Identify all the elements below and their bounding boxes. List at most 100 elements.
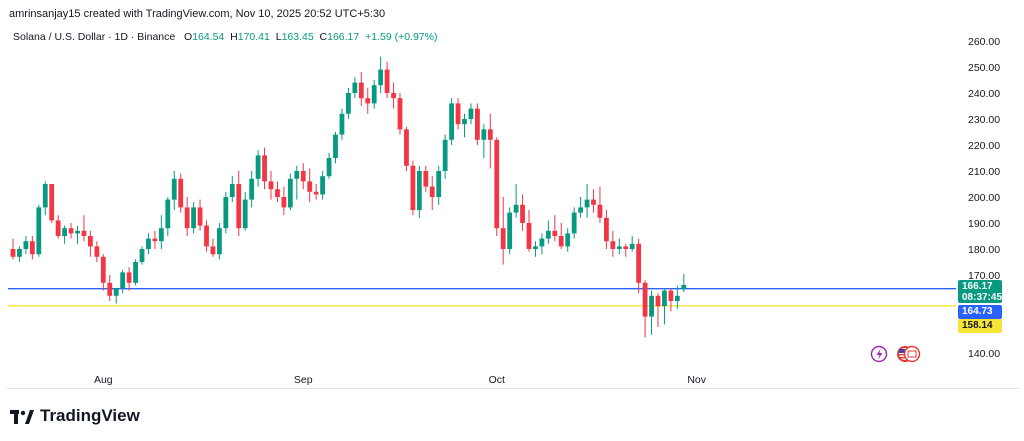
candle-body [378,69,384,86]
candle-body [533,246,538,249]
candle-body [23,241,29,249]
close-label: C [319,31,328,43]
candle-body [371,85,377,104]
candle-body [62,228,67,236]
candle-body [42,184,48,208]
calendar-icon[interactable] [903,345,921,363]
candle-body [423,171,429,187]
candle-body [236,184,242,229]
candle-body [507,212,513,249]
candle-body [281,197,287,208]
candle-body [326,158,332,177]
brand-name: TradingView [40,406,140,425]
candle-body [158,228,164,242]
candle-body [449,103,454,140]
candle-body [139,249,145,262]
y-tick-label: 180.00 [968,244,1000,256]
candle-body [204,225,209,247]
candle-body [120,272,126,288]
y-tick-label: 250.00 [968,62,1000,74]
y-tick-label: 260.00 [968,36,1000,48]
time-axis: Aug Sep Oct Nov [94,374,707,386]
candle-body [668,290,674,301]
x-tick-label: Nov [687,374,706,386]
candle-body [36,207,42,255]
candle-body [462,119,467,125]
y-tick-label: 190.00 [968,218,1000,230]
candle-body [171,178,177,200]
candle-body [339,113,345,135]
candle-body [126,272,132,283]
x-tick-label: Aug [94,374,113,386]
y-tick-label: 220.00 [968,140,1000,152]
candle-body [88,236,93,247]
created-line: amrinsanjay15 created with TradingView.c… [9,8,386,20]
price-axis: 140.00 170.00 180.00 190.00 200.00 210.00 220.… [968,36,1000,360]
candle-body [320,176,325,195]
candle-body [346,93,351,114]
x-tick-label: Oct [489,374,505,386]
candle-body [242,199,248,229]
candle-body [629,243,635,249]
candle-body [249,178,255,200]
candle-body [655,295,661,307]
candle-body [642,282,648,317]
candle-body [404,129,409,166]
candle-body [397,98,403,130]
open-value: 164.54 [192,31,225,43]
candle-body [49,184,55,221]
high-label: H [230,31,238,43]
candle-body [513,204,519,213]
candle-body [597,204,603,218]
candle-body [100,256,106,283]
candle-body [526,223,532,249]
candle-body [442,139,448,171]
candle-body [94,246,100,257]
candle-body [29,241,35,255]
candle-body [255,155,261,179]
y-tick-label: 170.00 [968,270,1000,282]
symbol-legend: Solana / U.S. Dollar · 1D · Binance O164… [13,31,437,43]
tradingview-logo-icon [10,409,34,424]
candle-body [184,207,190,229]
candle-body [565,233,571,247]
candle-body [352,82,358,93]
last-price-value: 166.17 [962,281,993,292]
candle-body [287,178,293,208]
candle-body [500,228,506,249]
candle-body [68,228,74,234]
y-tick-label: 210.00 [968,166,1000,178]
blue-level-tag: 164.73 [958,305,1002,319]
candle-body [610,241,616,249]
candle-body [217,228,222,255]
candles [10,56,687,338]
candle-body [268,181,274,190]
candle-body [475,108,480,140]
candle-body [578,207,583,213]
high-value: 170.41 [237,31,270,43]
candle-body [197,207,203,226]
candle-body [113,288,119,296]
candle-body [429,186,435,197]
candle-body [410,165,416,210]
candle-body [649,295,654,317]
candle-body [604,217,609,242]
candle-body [275,189,280,197]
candle-body [10,249,16,257]
candle-body [133,262,138,283]
candle-body [75,230,80,234]
candle-body [223,197,229,229]
candle-body [636,243,642,283]
low-value: 163.45 [281,31,314,43]
flash-icon[interactable] [870,345,888,363]
candle-body [191,207,196,229]
candle-body [262,155,267,182]
candle-body [436,171,442,197]
candle-body [17,249,22,257]
candle-body [229,184,235,197]
candle-body [146,238,151,249]
candle-body [455,103,461,125]
open-label: O [184,31,193,43]
candle-body [487,129,493,140]
candle-body [616,246,622,249]
